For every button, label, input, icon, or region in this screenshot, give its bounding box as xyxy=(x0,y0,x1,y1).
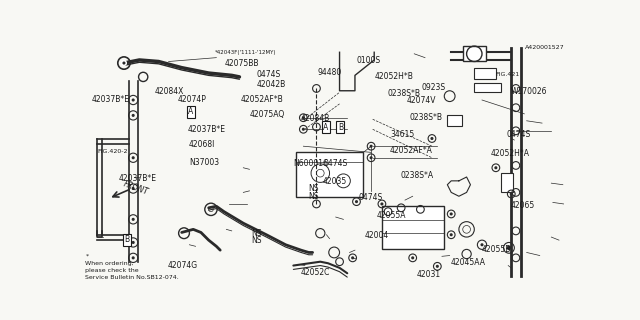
Circle shape xyxy=(302,116,305,119)
Circle shape xyxy=(411,256,414,260)
Circle shape xyxy=(369,156,372,159)
Text: B: B xyxy=(124,236,129,244)
Text: 42052AF*B: 42052AF*B xyxy=(240,95,283,104)
Text: 42075BB: 42075BB xyxy=(225,59,259,68)
Circle shape xyxy=(132,99,135,101)
Text: B: B xyxy=(338,123,343,132)
Text: 42055A: 42055A xyxy=(376,211,406,220)
Bar xyxy=(447,116,462,126)
Text: A: A xyxy=(323,123,329,132)
Text: 42052H*B: 42052H*B xyxy=(375,72,413,81)
Text: *
When ordering,
please check the
Service Bulletin No.SB12-074.: * When ordering, please check the Servic… xyxy=(86,254,179,280)
Text: 42052C: 42052C xyxy=(301,268,330,277)
Text: NS: NS xyxy=(308,184,319,193)
Bar xyxy=(474,68,496,79)
Circle shape xyxy=(481,243,484,246)
Text: NS: NS xyxy=(308,192,319,201)
Circle shape xyxy=(132,218,135,221)
Text: 42068I: 42068I xyxy=(189,140,216,149)
Text: 42004: 42004 xyxy=(365,231,389,240)
Text: NS: NS xyxy=(252,228,262,237)
Circle shape xyxy=(122,61,125,65)
Circle shape xyxy=(132,241,135,244)
Circle shape xyxy=(355,200,358,203)
Text: 42065: 42065 xyxy=(510,202,534,211)
Text: 42052H*A: 42052H*A xyxy=(491,149,530,158)
Bar xyxy=(296,152,364,197)
Circle shape xyxy=(380,203,383,205)
Text: 94480: 94480 xyxy=(317,68,341,77)
Text: 42031: 42031 xyxy=(417,270,441,279)
Text: A420001527: A420001527 xyxy=(525,44,564,50)
Text: 0238S*B: 0238S*B xyxy=(410,113,442,122)
Circle shape xyxy=(132,187,135,190)
Text: 42074V: 42074V xyxy=(407,96,436,105)
Text: 0474S: 0474S xyxy=(506,130,531,139)
Text: 42037B*E: 42037B*E xyxy=(92,95,129,105)
Text: 42035: 42035 xyxy=(323,177,348,186)
Circle shape xyxy=(436,265,439,268)
Bar xyxy=(463,46,486,61)
Text: 42084X: 42084X xyxy=(154,87,184,96)
Bar xyxy=(501,173,513,192)
Circle shape xyxy=(121,60,127,66)
Text: 0238S*A: 0238S*A xyxy=(401,171,434,180)
Text: A: A xyxy=(188,107,194,116)
Circle shape xyxy=(132,114,135,117)
Circle shape xyxy=(132,256,135,260)
Text: 42037B*E: 42037B*E xyxy=(118,174,157,183)
Text: 42052AF*A: 42052AF*A xyxy=(390,146,433,155)
Text: FIG.420-2: FIG.420-2 xyxy=(97,149,128,154)
Bar xyxy=(474,83,501,92)
Text: 42075AQ: 42075AQ xyxy=(249,110,284,119)
Text: 0238S*B: 0238S*B xyxy=(387,89,420,98)
Text: 0923S: 0923S xyxy=(422,83,445,92)
Circle shape xyxy=(494,166,497,169)
Text: 0100S: 0100S xyxy=(356,56,381,65)
Text: N37003: N37003 xyxy=(189,158,219,167)
Text: 42037B*E: 42037B*E xyxy=(188,124,225,133)
Circle shape xyxy=(351,256,354,260)
Circle shape xyxy=(431,137,433,140)
Text: 34615: 34615 xyxy=(390,130,414,139)
Text: NS: NS xyxy=(252,236,262,245)
Text: 0474S: 0474S xyxy=(358,193,383,202)
Text: 42045AA: 42045AA xyxy=(450,258,485,267)
Circle shape xyxy=(132,156,135,159)
Text: *42043F('1111-'12MY): *42043F('1111-'12MY) xyxy=(214,50,276,55)
Text: N600016: N600016 xyxy=(294,159,328,168)
Circle shape xyxy=(369,145,372,148)
Text: W170026: W170026 xyxy=(510,87,547,96)
Text: 42055B: 42055B xyxy=(482,244,511,253)
Text: FRONT: FRONT xyxy=(122,180,149,197)
Circle shape xyxy=(507,245,511,250)
Bar xyxy=(382,206,444,249)
Text: 0474S: 0474S xyxy=(323,159,348,168)
Circle shape xyxy=(509,192,513,196)
Circle shape xyxy=(450,233,452,236)
Circle shape xyxy=(302,128,305,131)
Text: FIG.421: FIG.421 xyxy=(495,72,520,77)
Text: 42042B: 42042B xyxy=(257,80,286,89)
Text: 42074P: 42074P xyxy=(178,95,207,104)
Text: 42084B: 42084B xyxy=(301,114,330,123)
Circle shape xyxy=(450,212,452,215)
Text: 0474S: 0474S xyxy=(257,70,281,79)
Text: 42074G: 42074G xyxy=(168,260,198,269)
